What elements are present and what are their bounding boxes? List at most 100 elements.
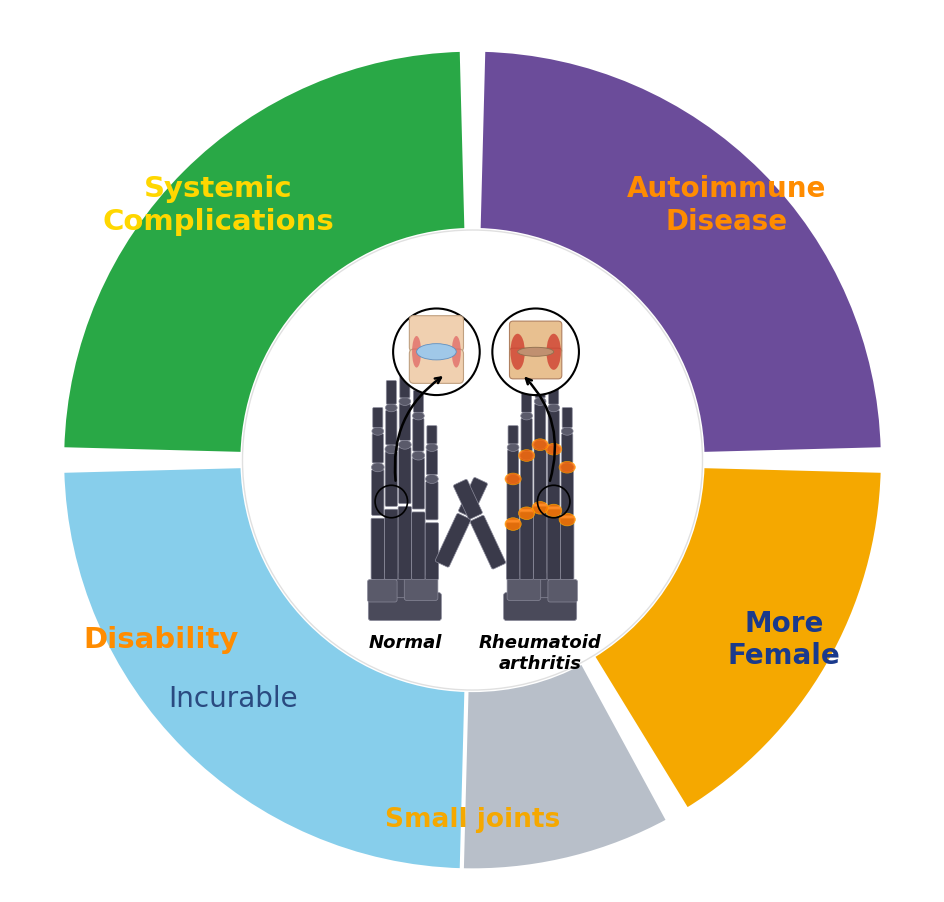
- Ellipse shape: [517, 347, 553, 356]
- FancyBboxPatch shape: [409, 316, 463, 352]
- FancyBboxPatch shape: [372, 434, 383, 463]
- FancyBboxPatch shape: [548, 580, 577, 602]
- Wedge shape: [277, 662, 667, 870]
- Text: Systemic
Complications: Systemic Complications: [102, 175, 333, 235]
- Ellipse shape: [412, 336, 421, 368]
- Ellipse shape: [425, 474, 438, 483]
- FancyBboxPatch shape: [398, 404, 410, 440]
- Ellipse shape: [372, 428, 383, 436]
- FancyBboxPatch shape: [507, 575, 540, 601]
- Ellipse shape: [385, 403, 396, 411]
- FancyBboxPatch shape: [506, 482, 518, 520]
- FancyBboxPatch shape: [547, 510, 560, 579]
- Ellipse shape: [412, 451, 424, 460]
- FancyBboxPatch shape: [367, 580, 396, 602]
- FancyBboxPatch shape: [398, 447, 411, 503]
- FancyBboxPatch shape: [372, 408, 382, 428]
- Text: Small joints: Small joints: [384, 807, 560, 833]
- FancyBboxPatch shape: [532, 573, 568, 598]
- Ellipse shape: [559, 462, 575, 473]
- Ellipse shape: [398, 397, 411, 405]
- FancyBboxPatch shape: [561, 434, 572, 463]
- FancyBboxPatch shape: [508, 426, 517, 444]
- FancyBboxPatch shape: [458, 477, 487, 517]
- Ellipse shape: [531, 438, 548, 450]
- FancyBboxPatch shape: [453, 480, 481, 520]
- FancyBboxPatch shape: [384, 510, 397, 579]
- FancyBboxPatch shape: [412, 458, 424, 509]
- Ellipse shape: [451, 336, 461, 368]
- Ellipse shape: [520, 451, 532, 460]
- Wedge shape: [478, 50, 882, 454]
- Ellipse shape: [371, 463, 383, 472]
- Ellipse shape: [547, 445, 560, 454]
- FancyBboxPatch shape: [520, 419, 531, 451]
- FancyBboxPatch shape: [386, 381, 396, 404]
- FancyBboxPatch shape: [404, 575, 437, 601]
- FancyBboxPatch shape: [397, 507, 412, 579]
- Text: More
Female: More Female: [727, 610, 839, 670]
- FancyBboxPatch shape: [371, 519, 384, 579]
- Text: Autoimmune
Disease: Autoimmune Disease: [627, 175, 826, 235]
- FancyBboxPatch shape: [376, 573, 412, 598]
- Ellipse shape: [546, 334, 561, 370]
- Text: Rheumatoid
arthritis: Rheumatoid arthritis: [479, 634, 601, 673]
- Ellipse shape: [510, 334, 524, 370]
- FancyBboxPatch shape: [409, 349, 463, 383]
- Circle shape: [243, 230, 701, 690]
- FancyBboxPatch shape: [520, 458, 532, 509]
- FancyBboxPatch shape: [532, 507, 547, 579]
- Ellipse shape: [520, 411, 531, 419]
- Ellipse shape: [518, 507, 534, 520]
- Ellipse shape: [518, 449, 534, 462]
- FancyBboxPatch shape: [385, 452, 397, 506]
- FancyBboxPatch shape: [534, 404, 546, 440]
- FancyBboxPatch shape: [435, 513, 470, 567]
- FancyBboxPatch shape: [561, 470, 573, 515]
- Text: Disability: Disability: [83, 626, 238, 654]
- FancyBboxPatch shape: [426, 482, 438, 520]
- FancyBboxPatch shape: [470, 515, 505, 569]
- Text: Incurable: Incurable: [168, 686, 297, 713]
- FancyBboxPatch shape: [413, 419, 424, 451]
- FancyBboxPatch shape: [412, 512, 425, 579]
- FancyBboxPatch shape: [521, 391, 531, 412]
- Wedge shape: [592, 466, 882, 810]
- Wedge shape: [62, 50, 466, 454]
- FancyBboxPatch shape: [413, 391, 423, 412]
- Ellipse shape: [561, 463, 573, 472]
- Ellipse shape: [548, 403, 559, 411]
- FancyBboxPatch shape: [426, 450, 437, 474]
- Ellipse shape: [506, 474, 519, 483]
- FancyBboxPatch shape: [562, 408, 572, 428]
- FancyBboxPatch shape: [547, 452, 559, 506]
- FancyBboxPatch shape: [507, 450, 518, 474]
- Ellipse shape: [384, 445, 397, 454]
- Ellipse shape: [398, 440, 411, 449]
- FancyBboxPatch shape: [368, 593, 441, 621]
- Ellipse shape: [545, 504, 561, 517]
- FancyBboxPatch shape: [399, 373, 410, 398]
- Ellipse shape: [533, 397, 546, 405]
- Ellipse shape: [504, 474, 521, 485]
- Ellipse shape: [533, 440, 546, 449]
- Circle shape: [393, 308, 480, 395]
- FancyBboxPatch shape: [425, 523, 438, 579]
- FancyBboxPatch shape: [385, 410, 396, 445]
- Ellipse shape: [545, 444, 561, 455]
- FancyBboxPatch shape: [548, 381, 558, 404]
- FancyBboxPatch shape: [534, 373, 545, 398]
- FancyBboxPatch shape: [533, 447, 546, 503]
- Ellipse shape: [416, 344, 456, 360]
- FancyBboxPatch shape: [371, 470, 383, 515]
- FancyBboxPatch shape: [427, 426, 436, 444]
- FancyBboxPatch shape: [509, 348, 561, 379]
- FancyBboxPatch shape: [509, 321, 561, 354]
- Wedge shape: [62, 466, 352, 810]
- FancyBboxPatch shape: [519, 512, 532, 579]
- Ellipse shape: [561, 428, 572, 436]
- Ellipse shape: [426, 443, 437, 451]
- Ellipse shape: [559, 513, 575, 526]
- FancyBboxPatch shape: [560, 519, 573, 579]
- Ellipse shape: [531, 502, 548, 514]
